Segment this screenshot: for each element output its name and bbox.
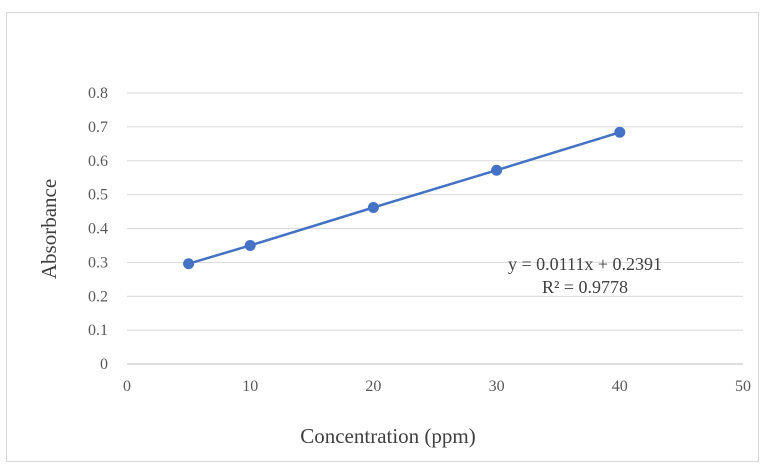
x-axis-ticks: 0 10 20 30 40 50 [123, 378, 751, 395]
x-tick-label: 40 [612, 378, 628, 395]
x-tick-label: 20 [365, 378, 381, 395]
x-tick-label: 0 [123, 378, 131, 395]
data-point [491, 164, 503, 176]
y-tick-label: 0 [100, 356, 108, 373]
x-tick-label: 10 [242, 378, 258, 395]
trendline-equation: y = 0.0111x + 0.2391 [508, 254, 662, 274]
data-point [367, 201, 379, 213]
x-axis-title: Concentration (ppm) [300, 424, 476, 448]
chart-frame [6, 12, 759, 462]
y-tick-label: 0.4 [88, 221, 108, 238]
y-tick-label: 0.3 [88, 254, 108, 271]
data-point [183, 258, 195, 270]
x-tick-label: 30 [489, 378, 505, 395]
r-squared-label: R² = 0.9778 [542, 277, 628, 297]
x-tick-label: 50 [735, 378, 751, 395]
data-series [183, 126, 626, 270]
y-axis-title: Absorbance [37, 179, 61, 279]
y-tick-label: 0.7 [88, 119, 108, 136]
y-tick-label: 0.2 [88, 288, 108, 305]
y-axis-ticks: 0 0.1 0.2 0.3 0.4 0.5 0.6 0.7 0.8 [88, 85, 108, 373]
y-tick-label: 0.1 [88, 322, 108, 339]
y-tick-label: 0.8 [88, 85, 108, 102]
data-point [614, 126, 626, 138]
gridlines [127, 92, 743, 365]
y-tick-label: 0.5 [88, 187, 108, 204]
data-point [244, 239, 256, 251]
y-tick-label: 0.6 [88, 153, 108, 170]
